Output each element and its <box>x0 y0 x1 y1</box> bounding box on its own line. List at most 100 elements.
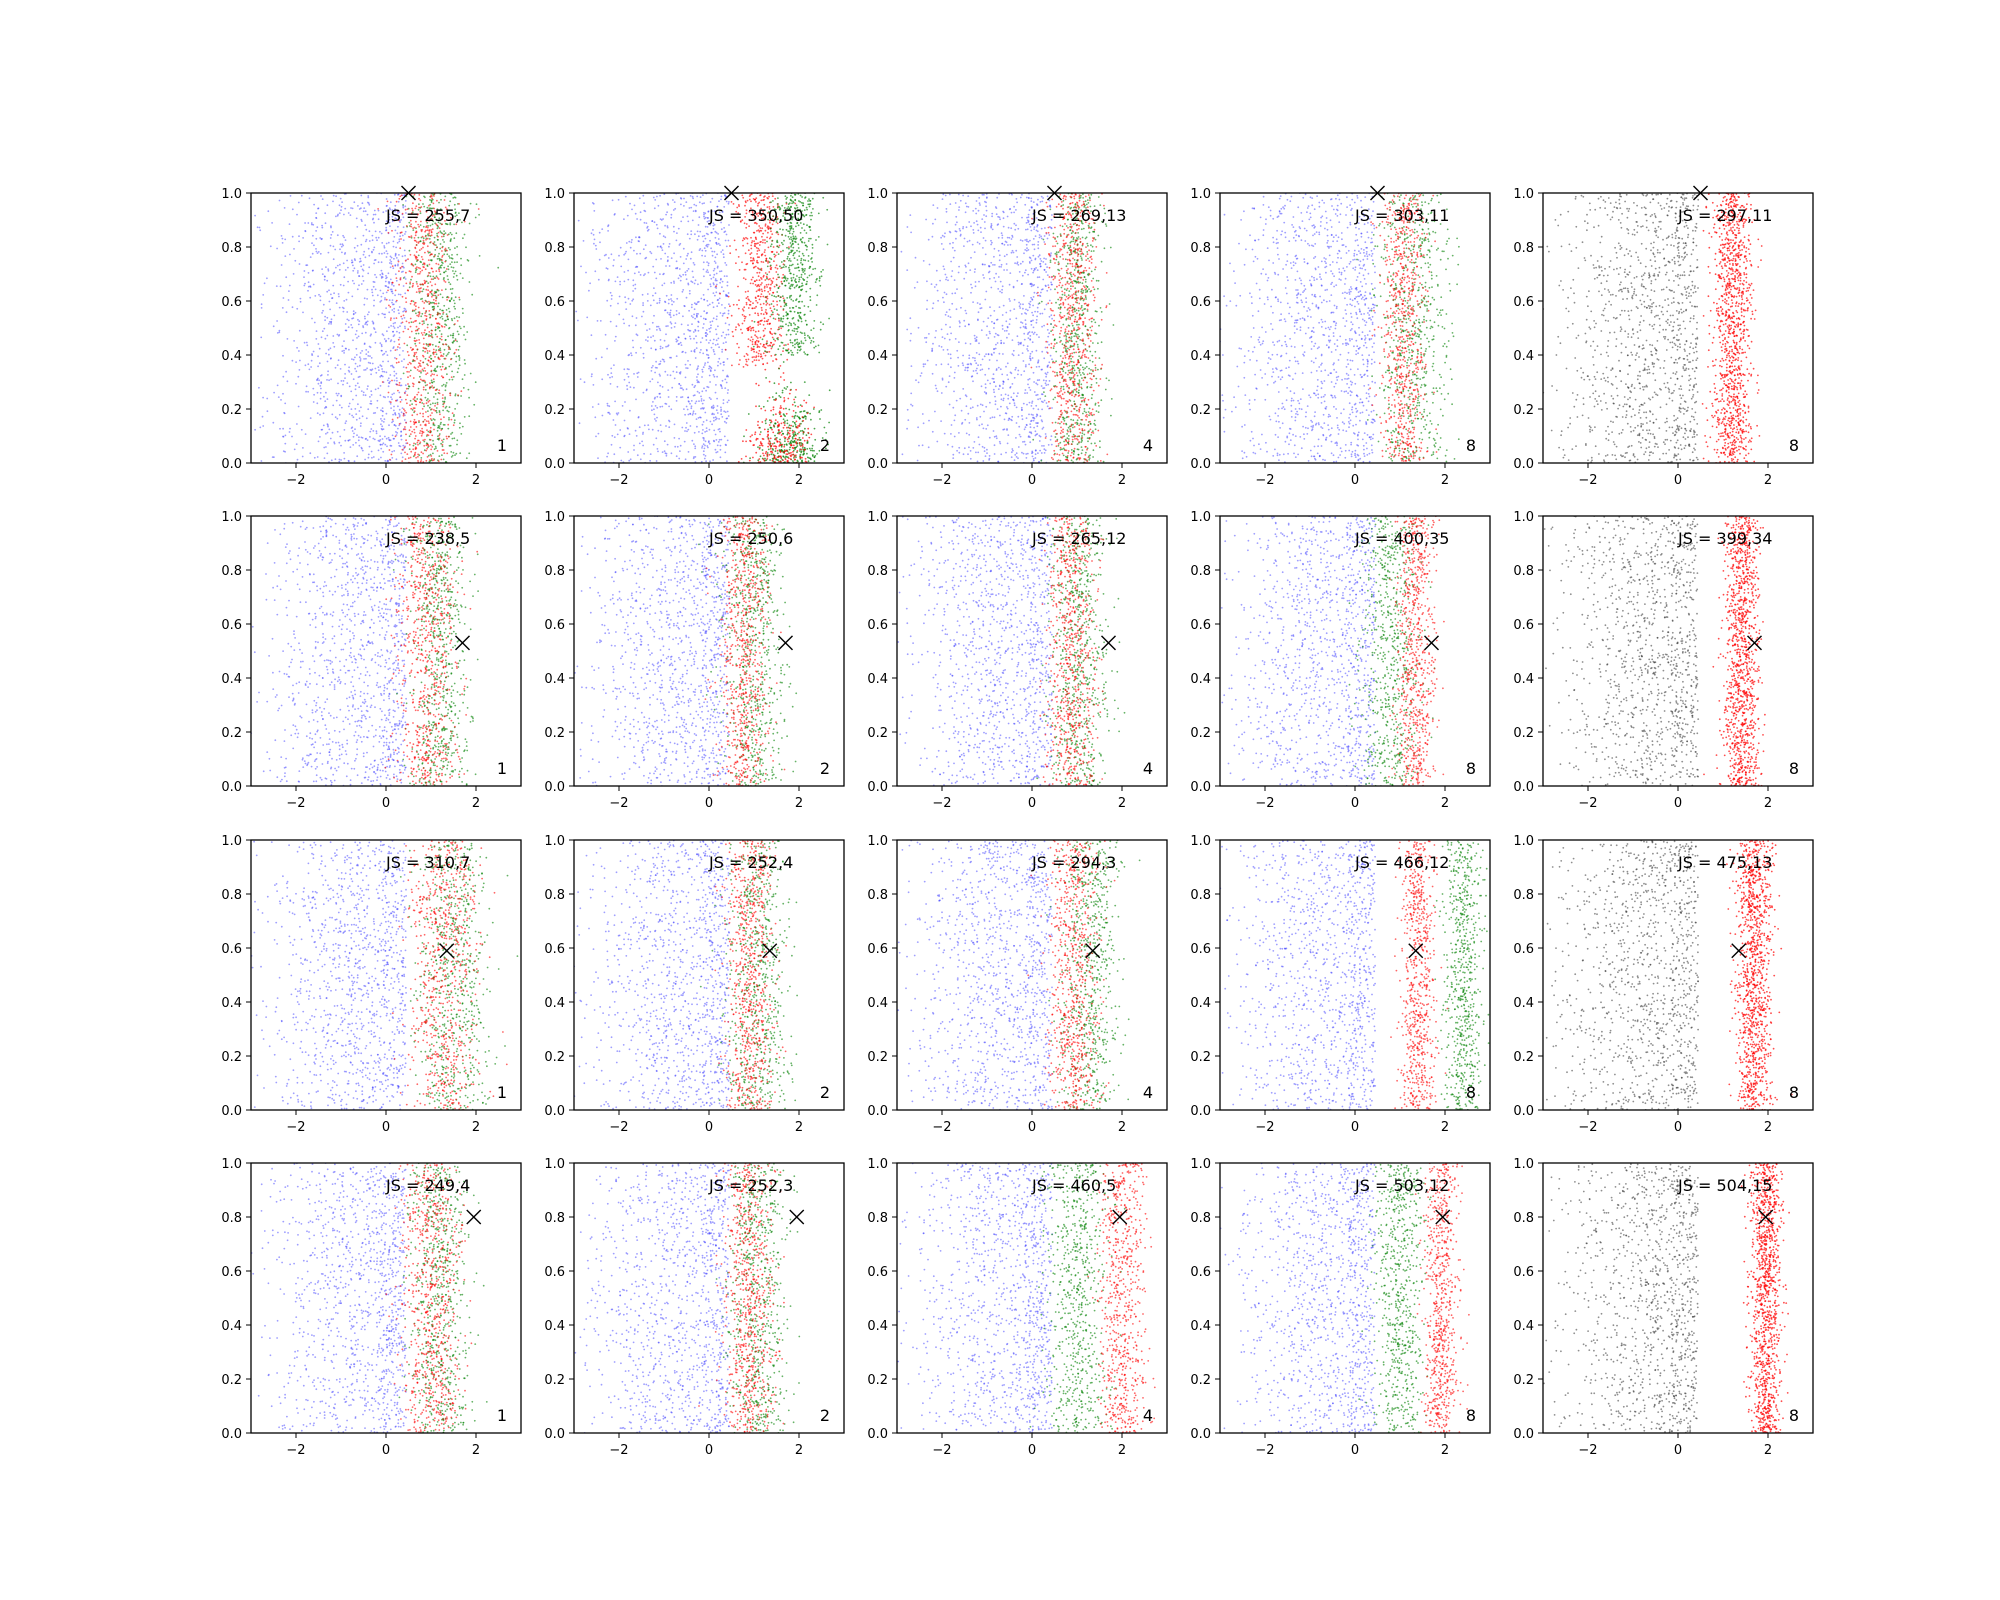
data-point <box>625 242 628 244</box>
data-point <box>422 266 425 268</box>
data-point <box>811 214 813 217</box>
data-point <box>700 395 702 398</box>
data-point <box>804 337 806 339</box>
data-point <box>780 327 783 330</box>
data-point <box>766 277 768 280</box>
data-point <box>789 221 792 224</box>
data-point <box>713 413 715 416</box>
data-point <box>362 253 365 256</box>
data-point <box>326 431 329 434</box>
data-point <box>762 345 764 348</box>
data-point <box>279 427 281 430</box>
data-point <box>578 422 581 425</box>
data-point <box>380 447 383 450</box>
data-point <box>377 218 380 221</box>
data-point <box>738 269 741 271</box>
data-point <box>768 257 771 260</box>
data-point <box>803 209 806 212</box>
data-point <box>391 303 394 306</box>
data-point <box>388 218 391 221</box>
data-point <box>696 238 699 241</box>
data-point <box>398 283 400 286</box>
data-point <box>460 390 463 393</box>
data-point <box>806 245 808 248</box>
data-point <box>258 226 261 229</box>
data-point <box>682 289 685 291</box>
data-point <box>342 234 344 237</box>
data-point <box>823 426 826 429</box>
data-point <box>783 443 786 446</box>
data-point <box>456 439 459 442</box>
data-point <box>663 339 666 342</box>
data-point <box>716 375 718 378</box>
data-point <box>774 339 777 342</box>
data-point <box>424 314 426 317</box>
data-point <box>395 218 398 221</box>
data-point <box>326 334 329 337</box>
data-point <box>423 367 426 369</box>
data-point <box>662 243 665 245</box>
data-point <box>355 250 358 253</box>
data-point <box>767 211 770 214</box>
data-point <box>407 363 409 366</box>
data-point <box>441 365 444 368</box>
data-point <box>726 401 729 404</box>
data-point <box>758 349 761 352</box>
data-point <box>459 327 462 330</box>
data-point <box>769 426 772 429</box>
data-point <box>442 235 445 238</box>
data-point <box>453 421 456 424</box>
data-point <box>732 303 735 306</box>
data-point <box>383 338 386 340</box>
data-point <box>754 297 757 299</box>
data-point <box>792 254 795 257</box>
data-point <box>786 207 789 210</box>
data-point <box>398 331 401 334</box>
data-point <box>725 233 728 236</box>
data-point <box>726 417 729 420</box>
data-point <box>367 202 370 205</box>
data-point <box>720 406 722 409</box>
data-point <box>789 260 792 262</box>
data-point <box>760 207 762 210</box>
data-point <box>770 453 773 456</box>
data-point <box>447 335 449 338</box>
data-point <box>722 312 725 315</box>
data-point <box>282 375 285 378</box>
data-point <box>697 235 700 238</box>
data-point <box>402 444 405 447</box>
data-point <box>758 249 761 252</box>
data-point <box>770 268 772 271</box>
data-point <box>315 212 318 215</box>
data-point <box>692 331 695 333</box>
data-point <box>654 292 657 295</box>
data-point <box>272 421 275 424</box>
data-point <box>577 219 580 222</box>
data-point <box>379 289 382 292</box>
data-point <box>361 202 364 205</box>
data-point <box>340 209 342 212</box>
data-point <box>661 451 664 453</box>
data-point <box>771 311 774 314</box>
data-point <box>813 456 816 459</box>
data-point <box>380 232 383 235</box>
data-point <box>647 228 650 231</box>
data-point <box>329 244 332 247</box>
panel-r0-c0: −2 0 20.00.20.40.60.81.0JS = 255,71 <box>221 185 522 488</box>
data-point <box>349 446 352 448</box>
data-point <box>391 299 394 301</box>
data-point <box>308 368 311 371</box>
data-point <box>796 445 799 447</box>
data-point <box>431 295 433 298</box>
data-point <box>798 417 801 420</box>
data-point <box>455 274 458 277</box>
data-point <box>664 236 667 239</box>
data-point <box>805 323 808 326</box>
data-point <box>451 437 454 440</box>
data-point <box>710 247 712 250</box>
data-point <box>447 247 450 249</box>
data-point <box>401 321 404 324</box>
data-point <box>785 388 787 390</box>
data-point <box>282 450 285 453</box>
data-point <box>828 389 831 392</box>
